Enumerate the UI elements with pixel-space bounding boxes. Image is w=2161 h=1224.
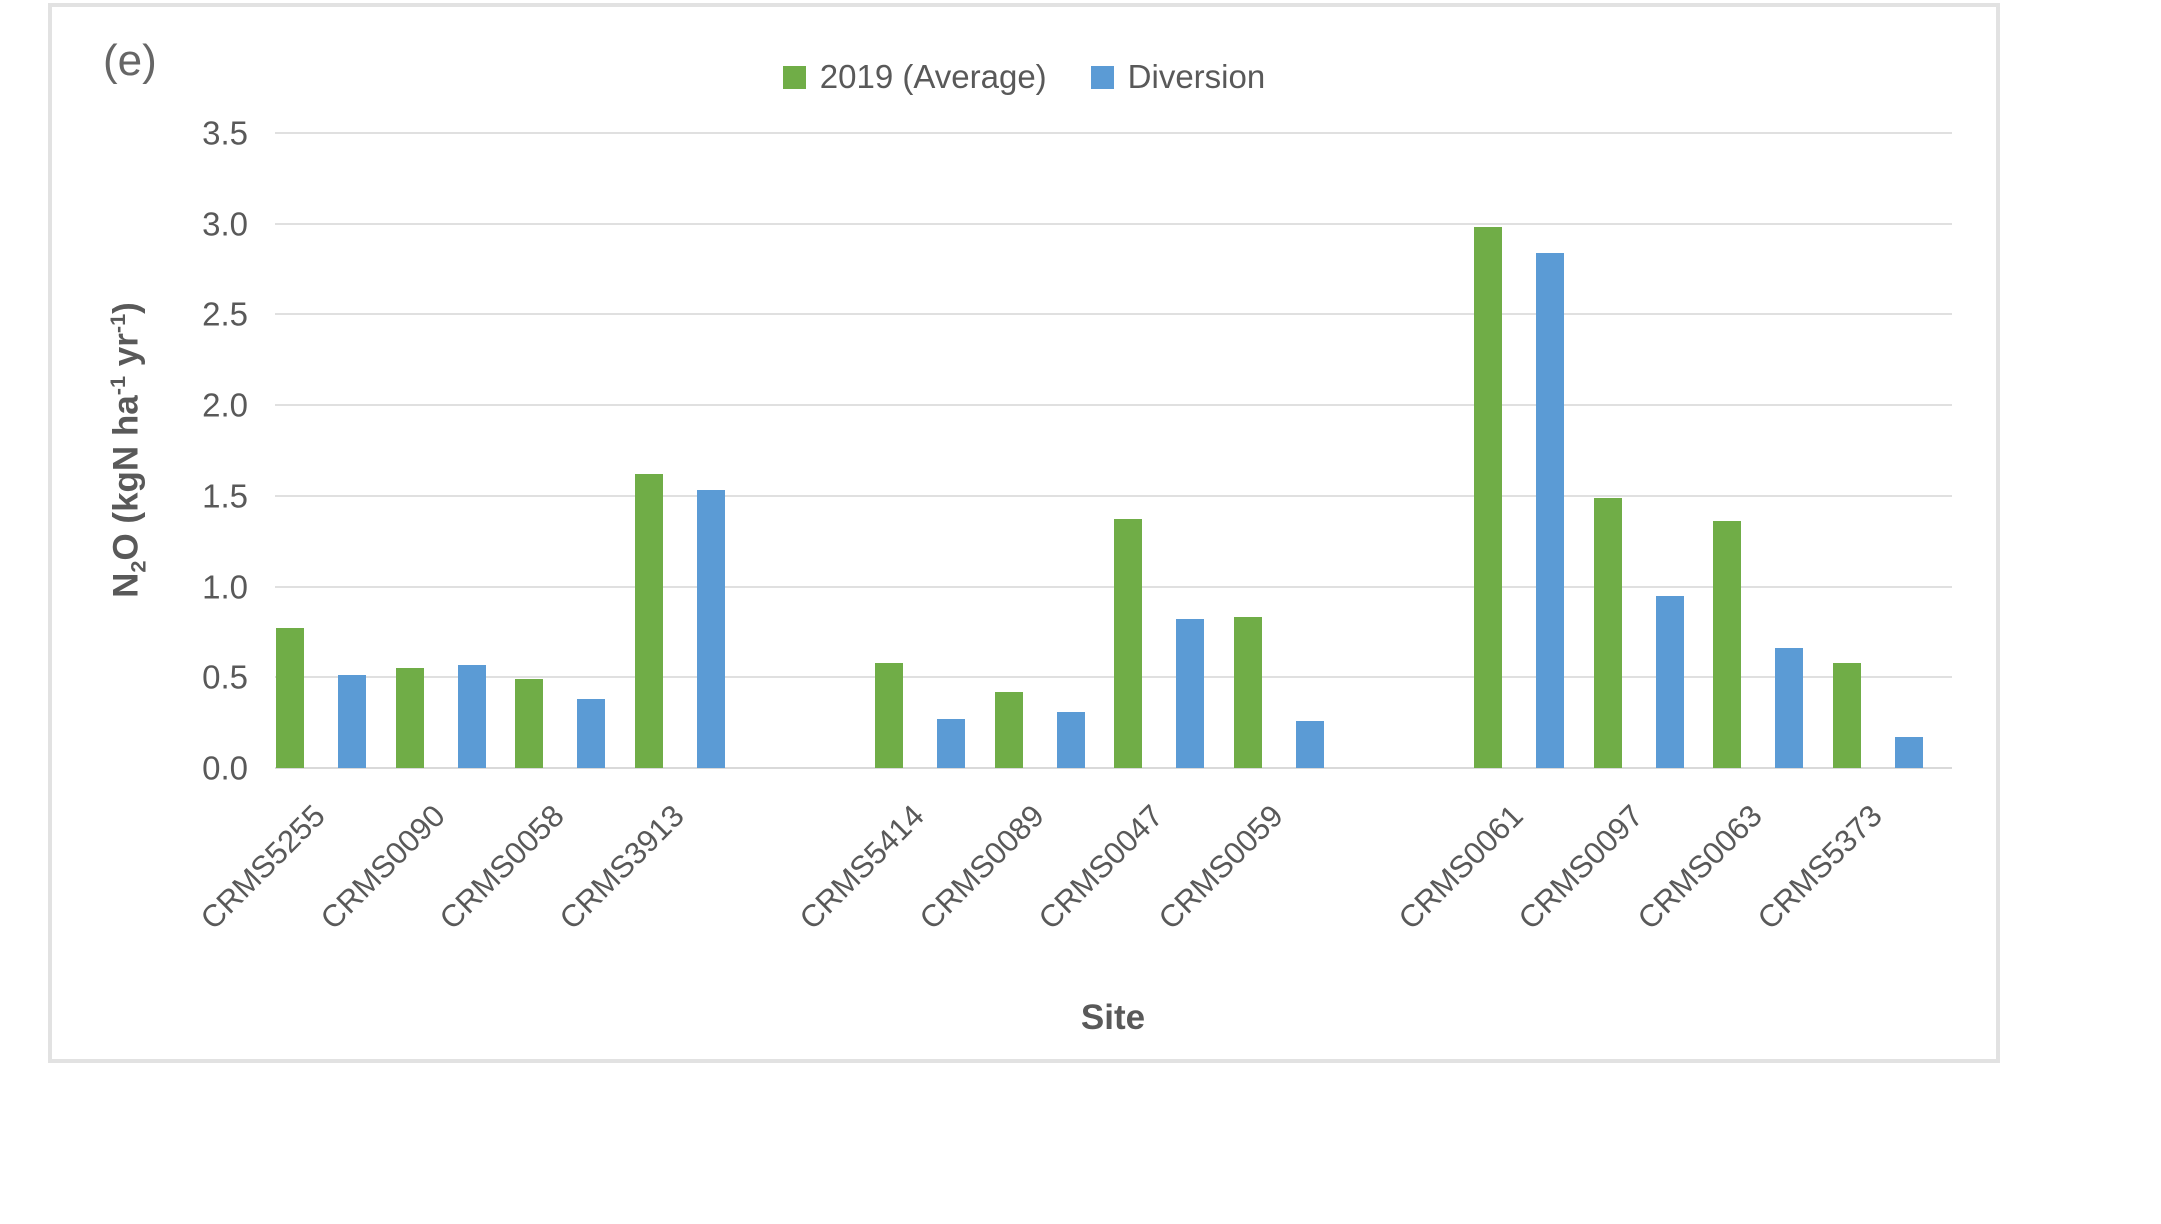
- chart-frame: [48, 3, 2000, 1063]
- bar-CRMS0058-diversion: [577, 699, 606, 768]
- y-tick-label-2.0: 2.0: [202, 386, 248, 424]
- bar-CRMS3913-diversion: [697, 490, 726, 768]
- gridline-2.5: [275, 313, 1952, 316]
- bar-CRMS0063-diversion: [1775, 648, 1804, 768]
- bar-CRMS5373-diversion: [1895, 737, 1924, 768]
- y-tick-label-1.0: 1.0: [202, 568, 248, 606]
- y-tick-label-0.0: 0.0: [202, 749, 248, 787]
- gridline-0.5: [275, 676, 1952, 679]
- y-tick-label-3.5: 3.5: [202, 114, 248, 152]
- legend-item-2019-average: 2019 (Average): [782, 58, 1047, 96]
- bar-CRMS0047-avg2019: [1114, 519, 1143, 768]
- bar-CRMS0063-avg2019: [1713, 521, 1742, 768]
- gridline-0.0: [275, 767, 1952, 769]
- panel-label: (e): [103, 36, 157, 85]
- legend-swatch-diversion: [1090, 65, 1114, 89]
- bar-CRMS0047-diversion: [1176, 619, 1205, 768]
- bar-CRMS5373-avg2019: [1833, 662, 1862, 768]
- bar-CRMS5414-avg2019: [874, 662, 903, 768]
- bar-CRMS5255-avg2019: [275, 628, 304, 768]
- bar-CRMS3913-avg2019: [635, 474, 664, 768]
- bar-CRMS0097-avg2019: [1593, 497, 1622, 768]
- y-axis-title: N2O (kgN ha-1 yr-1): [105, 302, 151, 598]
- legend-swatch-2019-average: [782, 65, 806, 89]
- bar-CRMS0089-avg2019: [994, 691, 1023, 768]
- gridline-3.0: [275, 222, 1952, 225]
- gridline-1.5: [275, 494, 1952, 497]
- bar-CRMS0090-diversion: [457, 664, 486, 768]
- bar-CRMS0090-avg2019: [395, 668, 424, 768]
- bar-CRMS0061-avg2019: [1473, 227, 1502, 768]
- bar-CRMS0059-diversion: [1296, 720, 1325, 768]
- bar-CRMS0058-avg2019: [515, 679, 544, 768]
- legend-label-diversion: Diversion: [1127, 58, 1266, 95]
- gridline-3.5: [275, 132, 1952, 134]
- x-axis-title: Site: [1080, 998, 1146, 1037]
- bar-CRMS5255-diversion: [337, 675, 366, 768]
- bar-CRMS0061-diversion: [1535, 252, 1564, 768]
- y-tick-label-0.5: 0.5: [202, 658, 248, 696]
- bar-CRMS5414-diversion: [936, 719, 965, 768]
- y-tick-label-3.0: 3.0: [202, 205, 248, 243]
- y-tick-label-1.5: 1.5: [202, 477, 248, 515]
- legend: 2019 (Average) Diversion: [48, 58, 2000, 96]
- bar-CRMS0089-diversion: [1056, 711, 1085, 768]
- bar-CRMS0059-avg2019: [1234, 617, 1263, 768]
- legend-item-diversion: Diversion: [1090, 58, 1266, 96]
- legend-label-2019-average: 2019 (Average): [819, 58, 1047, 95]
- gridline-1.0: [275, 585, 1952, 588]
- bar-CRMS0097-diversion: [1655, 595, 1684, 768]
- y-tick-label-2.5: 2.5: [202, 295, 248, 333]
- gridline-2.0: [275, 404, 1952, 407]
